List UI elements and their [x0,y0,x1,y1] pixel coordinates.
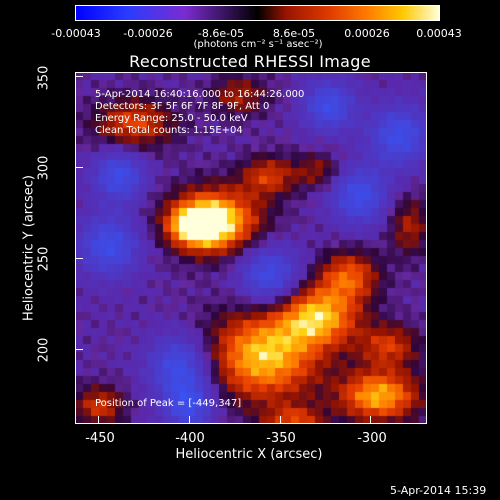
x-tick-label: -400 [175,431,205,446]
y-tick-mark [75,349,83,350]
info-detectors: Detectors: 3F 5F 6F 7F 8F 9F, Att 0 [95,101,270,112]
info-time-range: 5-Apr-2014 16:40:16.000 to 16:44:26.000 [95,89,305,100]
colorbar-tick-label: 0.00026 [344,27,390,40]
y-tick-mark [75,167,83,168]
x-tick-mark [280,416,281,424]
x-tick-label: -300 [357,431,387,446]
x-axis-label: Heliocentric X (arcsec) [175,447,323,462]
y-tick-label: 350 [36,65,52,91]
colorbar-tick-label: -0.00026 [123,27,173,40]
y-tick-mark [75,76,83,77]
colorbar-tick-label: -8.6e-05 [197,27,245,40]
colorbar-tick-label: -0.00043 [51,27,101,40]
colorbar-tick-label: 8.6e-05 [272,27,316,40]
y-tick-label: 250 [36,246,52,272]
x-tick-mark [98,416,99,424]
plot-title: Reconstructed RHESSI Image [129,52,371,71]
peak-position-label: Position of Peak = [-449,347] [95,398,242,409]
x-tick-mark [189,416,190,424]
info-energy-range: Energy Range: 25.0 - 50.0 keV [95,113,248,124]
colorbar-units-label: (photons cm⁻² s⁻¹ asec⁻²) [193,39,323,50]
info-clean-counts: Clean Total counts: 1.15E+04 [95,125,243,136]
x-tick-mark [370,416,371,424]
footer-date: 5-Apr-2014 15:39 [390,484,487,497]
x-tick-label: -350 [266,431,296,446]
y-tick-label: 200 [36,337,52,363]
y-tick-mark [75,258,83,259]
colorbar [75,5,440,21]
y-axis-label: Heliocentric Y (arcsec) [21,175,37,321]
rhessi-image [75,72,427,424]
x-tick-label: -450 [85,431,115,446]
y-tick-label: 300 [36,155,52,181]
colorbar-tick-label: 0.00043 [416,27,462,40]
